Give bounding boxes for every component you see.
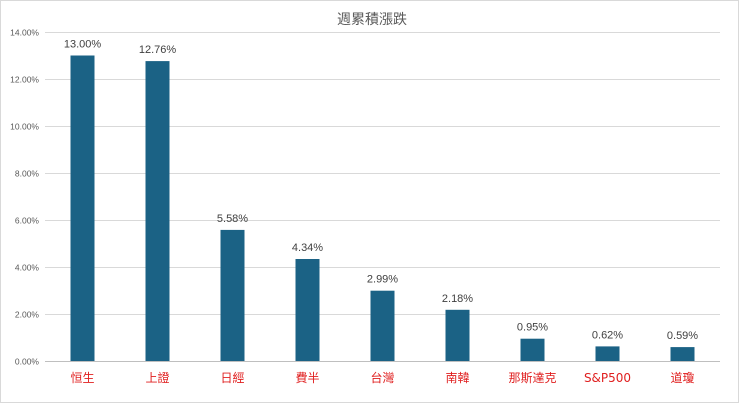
bar [145,61,170,361]
category-label: 那斯達克 [508,371,556,385]
category-label: 道瓊 [670,370,694,385]
category-label: 台灣 [370,370,394,385]
y-tick-label: 14.00% [10,28,39,38]
bar-data-label: 5.58% [217,213,248,225]
bar [70,55,95,361]
bar [295,259,320,361]
bar-data-label: 0.59% [667,330,698,342]
bar [220,229,245,361]
y-tick-label: 2.00% [15,310,40,320]
category-labels: 恒生 上證 日經 費半 台灣 南韓 那斯達克 S&P500 道瓊 [70,370,694,385]
data-labels: 13.00% 12.76% 5.58% 4.34% 2.99% 2.18% 0.95% 0.6… [64,39,698,343]
bar-data-label: 0.62% [592,329,623,341]
bar-data-label: 2.99% [367,274,398,286]
chart-title: 週累積漲跌 [337,12,407,28]
y-axis-ticks: 0.00% 2.00% 4.00% 6.00% 8.00% 10.00% 12.00% 14.… [10,28,39,367]
category-label: 南韓 [445,370,469,385]
category-label: 費半 [295,370,319,385]
y-tick-label: 10.00% [10,122,39,132]
bars [70,55,695,361]
bar [370,290,395,361]
bar-data-label: 13.00% [64,39,102,51]
y-tick-label: 8.00% [15,169,40,179]
bar [670,347,695,361]
y-tick-label: 6.00% [15,216,40,226]
bar-data-label: 4.34% [292,242,323,254]
bar-data-label: 2.18% [442,293,473,305]
bar [595,346,620,361]
y-tick-label: 4.00% [15,263,40,273]
category-label: 上證 [145,370,169,385]
bar [445,309,470,361]
y-tick-label: 12.00% [10,75,39,85]
category-label: S&P500 [584,371,631,385]
bar-data-label: 12.76% [139,44,177,56]
category-label: 恒生 [70,371,94,385]
bar-data-label: 0.95% [517,322,548,334]
bar [520,338,545,361]
category-label: 日經 [220,371,244,385]
y-tick-label: 0.00% [15,357,40,367]
